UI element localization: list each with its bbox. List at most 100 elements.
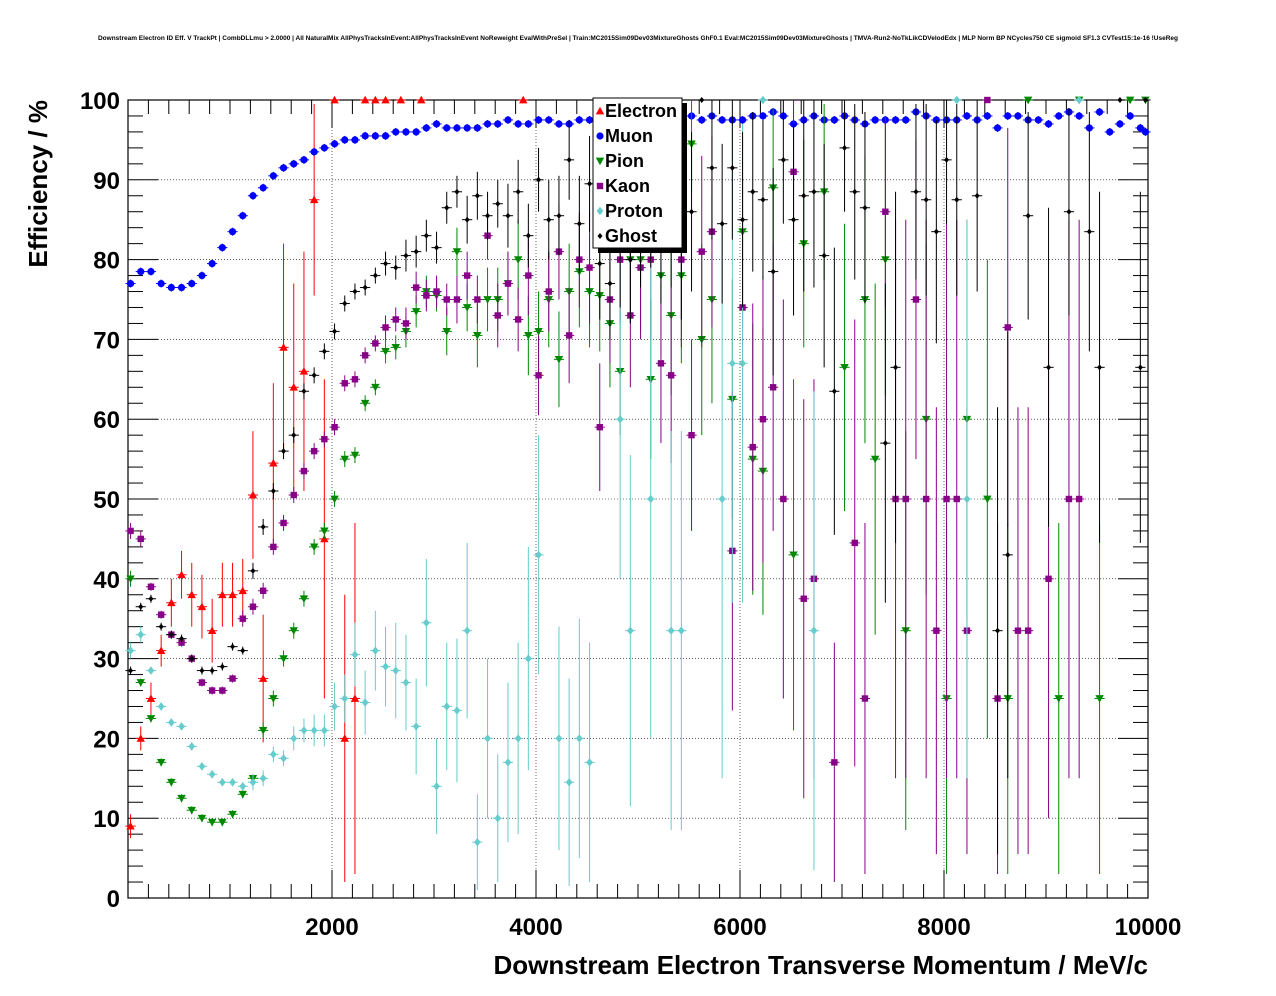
proton-point <box>808 391 820 871</box>
kaon-point <box>757 275 769 563</box>
muon-point <box>1135 123 1146 132</box>
proton-point <box>431 738 442 835</box>
muon-marker <box>361 132 369 140</box>
muon-point <box>196 271 208 280</box>
proton-point <box>380 626 391 707</box>
ghost-marker <box>260 523 266 530</box>
kaon-marker <box>239 615 246 622</box>
muon-point <box>298 155 310 164</box>
ghost-point <box>1094 191 1105 543</box>
muon-marker <box>494 120 502 128</box>
legend-label-proton: Proton <box>605 201 663 221</box>
ghost-point <box>156 622 167 631</box>
muon-point <box>400 127 412 136</box>
ghost-point <box>798 100 809 292</box>
muon-point <box>737 115 748 124</box>
electron-point <box>395 95 406 104</box>
ghost-marker <box>423 232 429 239</box>
kaon-point <box>319 431 330 448</box>
pion-point <box>186 806 197 815</box>
ghost-marker <box>128 667 134 674</box>
kaon-marker <box>249 603 257 610</box>
ghost-marker <box>219 663 225 670</box>
muon-marker <box>371 132 379 140</box>
kaon-marker <box>1014 627 1022 634</box>
electron-point <box>518 95 529 104</box>
kaon-marker <box>514 316 522 323</box>
pion-point <box>1053 522 1064 875</box>
proton-marker <box>361 698 369 707</box>
proton-point <box>502 682 514 843</box>
muon-point <box>390 127 401 136</box>
ghost-marker <box>383 260 389 267</box>
pion-marker <box>289 627 298 635</box>
kaon-point <box>298 463 310 480</box>
ghost-point <box>482 191 493 240</box>
legend-entry-pion: Pion <box>595 151 644 171</box>
electron-marker <box>360 95 370 104</box>
kaon-point <box>451 275 463 324</box>
ghost-point <box>237 646 248 655</box>
ghost-marker <box>1046 364 1052 371</box>
kaon-marker <box>1075 495 1083 503</box>
kaon-marker <box>780 495 787 503</box>
muon-point <box>1043 119 1054 128</box>
kaon-marker <box>321 435 328 443</box>
ghost-point <box>360 279 371 296</box>
pion-point <box>982 259 993 739</box>
ghost-point <box>686 131 697 292</box>
muon-marker <box>126 279 135 288</box>
kaon-marker <box>1045 575 1052 582</box>
ghost-marker <box>1142 97 1148 103</box>
ghost-point <box>972 100 983 292</box>
muon-point <box>186 279 197 288</box>
ghost-marker <box>270 488 276 495</box>
kaon-marker <box>800 595 807 602</box>
legend: Electron Muon Pion Kaon Proton Ghost <box>592 97 687 253</box>
muon-marker <box>698 116 706 124</box>
electron-marker <box>289 383 298 391</box>
electron-point <box>176 550 187 599</box>
ghost-point <box>768 167 779 376</box>
proton-marker <box>300 726 308 735</box>
electron-point <box>278 243 289 452</box>
muon-point <box>472 123 483 132</box>
electron-marker <box>371 95 380 104</box>
pion-marker <box>238 790 247 799</box>
proton-marker <box>402 678 410 687</box>
pion-point <box>553 311 565 408</box>
ghost-point <box>472 171 483 220</box>
ghost-point <box>329 323 340 340</box>
muon-marker <box>963 112 971 120</box>
muon-marker <box>585 116 594 124</box>
ghost-point <box>839 100 850 212</box>
ghost-marker <box>138 603 144 610</box>
muon-marker <box>290 160 298 168</box>
legend-entry-proton: Proton <box>596 201 663 221</box>
electron-point <box>135 726 146 751</box>
kaon-marker <box>545 288 552 295</box>
ghost-marker <box>168 631 174 638</box>
ghost-marker <box>811 188 817 195</box>
ghost-point <box>268 483 279 499</box>
ghost-marker <box>321 348 327 355</box>
pion-marker <box>197 814 207 823</box>
pion-marker <box>452 248 462 256</box>
muon-marker <box>545 116 553 124</box>
muon-point <box>268 171 279 180</box>
muon-point <box>992 123 1003 132</box>
proton-marker <box>320 726 328 735</box>
kaon-point <box>502 251 514 316</box>
ghost-marker <box>750 188 756 195</box>
kaon-marker <box>208 687 216 694</box>
ghost-marker <box>250 567 256 574</box>
proton-marker <box>739 359 746 368</box>
kaon-point <box>360 347 371 364</box>
pion-marker <box>126 575 135 583</box>
ghost-point <box>247 562 259 579</box>
proton-point <box>553 626 565 851</box>
ghost-point <box>880 283 891 603</box>
ghost-marker <box>342 300 348 307</box>
kaon-marker <box>504 280 512 287</box>
